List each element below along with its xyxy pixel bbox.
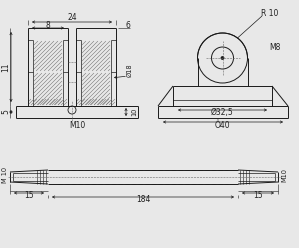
Text: 11: 11 [1,62,10,72]
Text: R 10: R 10 [261,9,279,19]
Text: M10: M10 [69,121,85,129]
Text: 8: 8 [46,21,50,30]
Text: 10: 10 [131,108,137,116]
Text: Ø32,5: Ø32,5 [211,109,234,118]
Text: 6: 6 [126,21,130,30]
Text: 5: 5 [1,110,10,114]
Text: M8: M8 [269,43,281,53]
Text: M10: M10 [281,168,287,182]
Text: Ô40: Ô40 [215,121,230,129]
Text: 15: 15 [253,191,263,200]
Text: 24: 24 [67,12,77,22]
Text: 184: 184 [136,195,150,205]
Text: Ø18: Ø18 [127,63,133,77]
Text: 15: 15 [24,191,34,200]
Text: M 10: M 10 [2,167,8,183]
Circle shape [221,57,224,59]
